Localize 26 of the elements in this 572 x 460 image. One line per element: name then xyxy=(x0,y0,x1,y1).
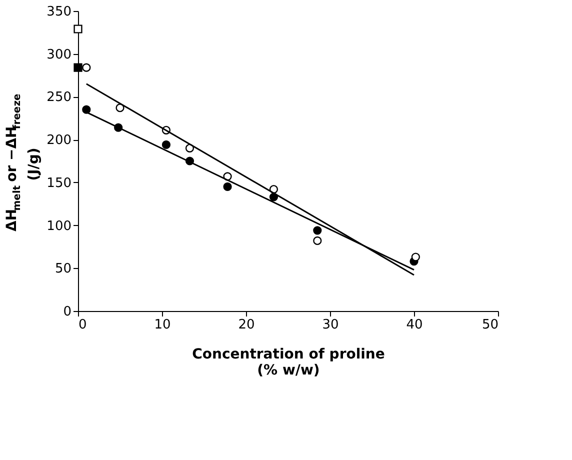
text: ΔHmelt or −ΔHfreeze (J/g) xyxy=(4,94,42,232)
y-tick-label: 100 xyxy=(46,218,72,234)
point xyxy=(82,105,91,114)
y-tick-label: 200 xyxy=(46,133,72,148)
x-tick-label: 0 xyxy=(78,318,87,332)
y-tick-label: 0 xyxy=(63,304,72,320)
x-axis-title: Concentration of proline (% w/w) xyxy=(192,346,385,378)
x-tick-label: 50 xyxy=(482,318,498,332)
point xyxy=(74,24,82,34)
point xyxy=(116,104,124,112)
point xyxy=(162,140,171,150)
x-tick-label: 10 xyxy=(154,318,171,332)
y-tick-label: 350 xyxy=(46,4,72,20)
point xyxy=(223,182,232,192)
x-tick-label: 30 xyxy=(322,318,339,332)
point xyxy=(82,63,91,72)
y-tick-label: 50 xyxy=(54,262,72,277)
y-tick-label: 300 xyxy=(46,47,72,62)
point xyxy=(313,236,322,246)
y-tick-label: 250 xyxy=(46,90,72,106)
y-tick-label: 150 xyxy=(46,176,72,191)
x-tick-label: 40 xyxy=(406,318,423,332)
x-tick-label: 20 xyxy=(238,318,255,332)
point xyxy=(313,226,322,235)
point xyxy=(74,63,82,72)
point xyxy=(411,252,420,262)
